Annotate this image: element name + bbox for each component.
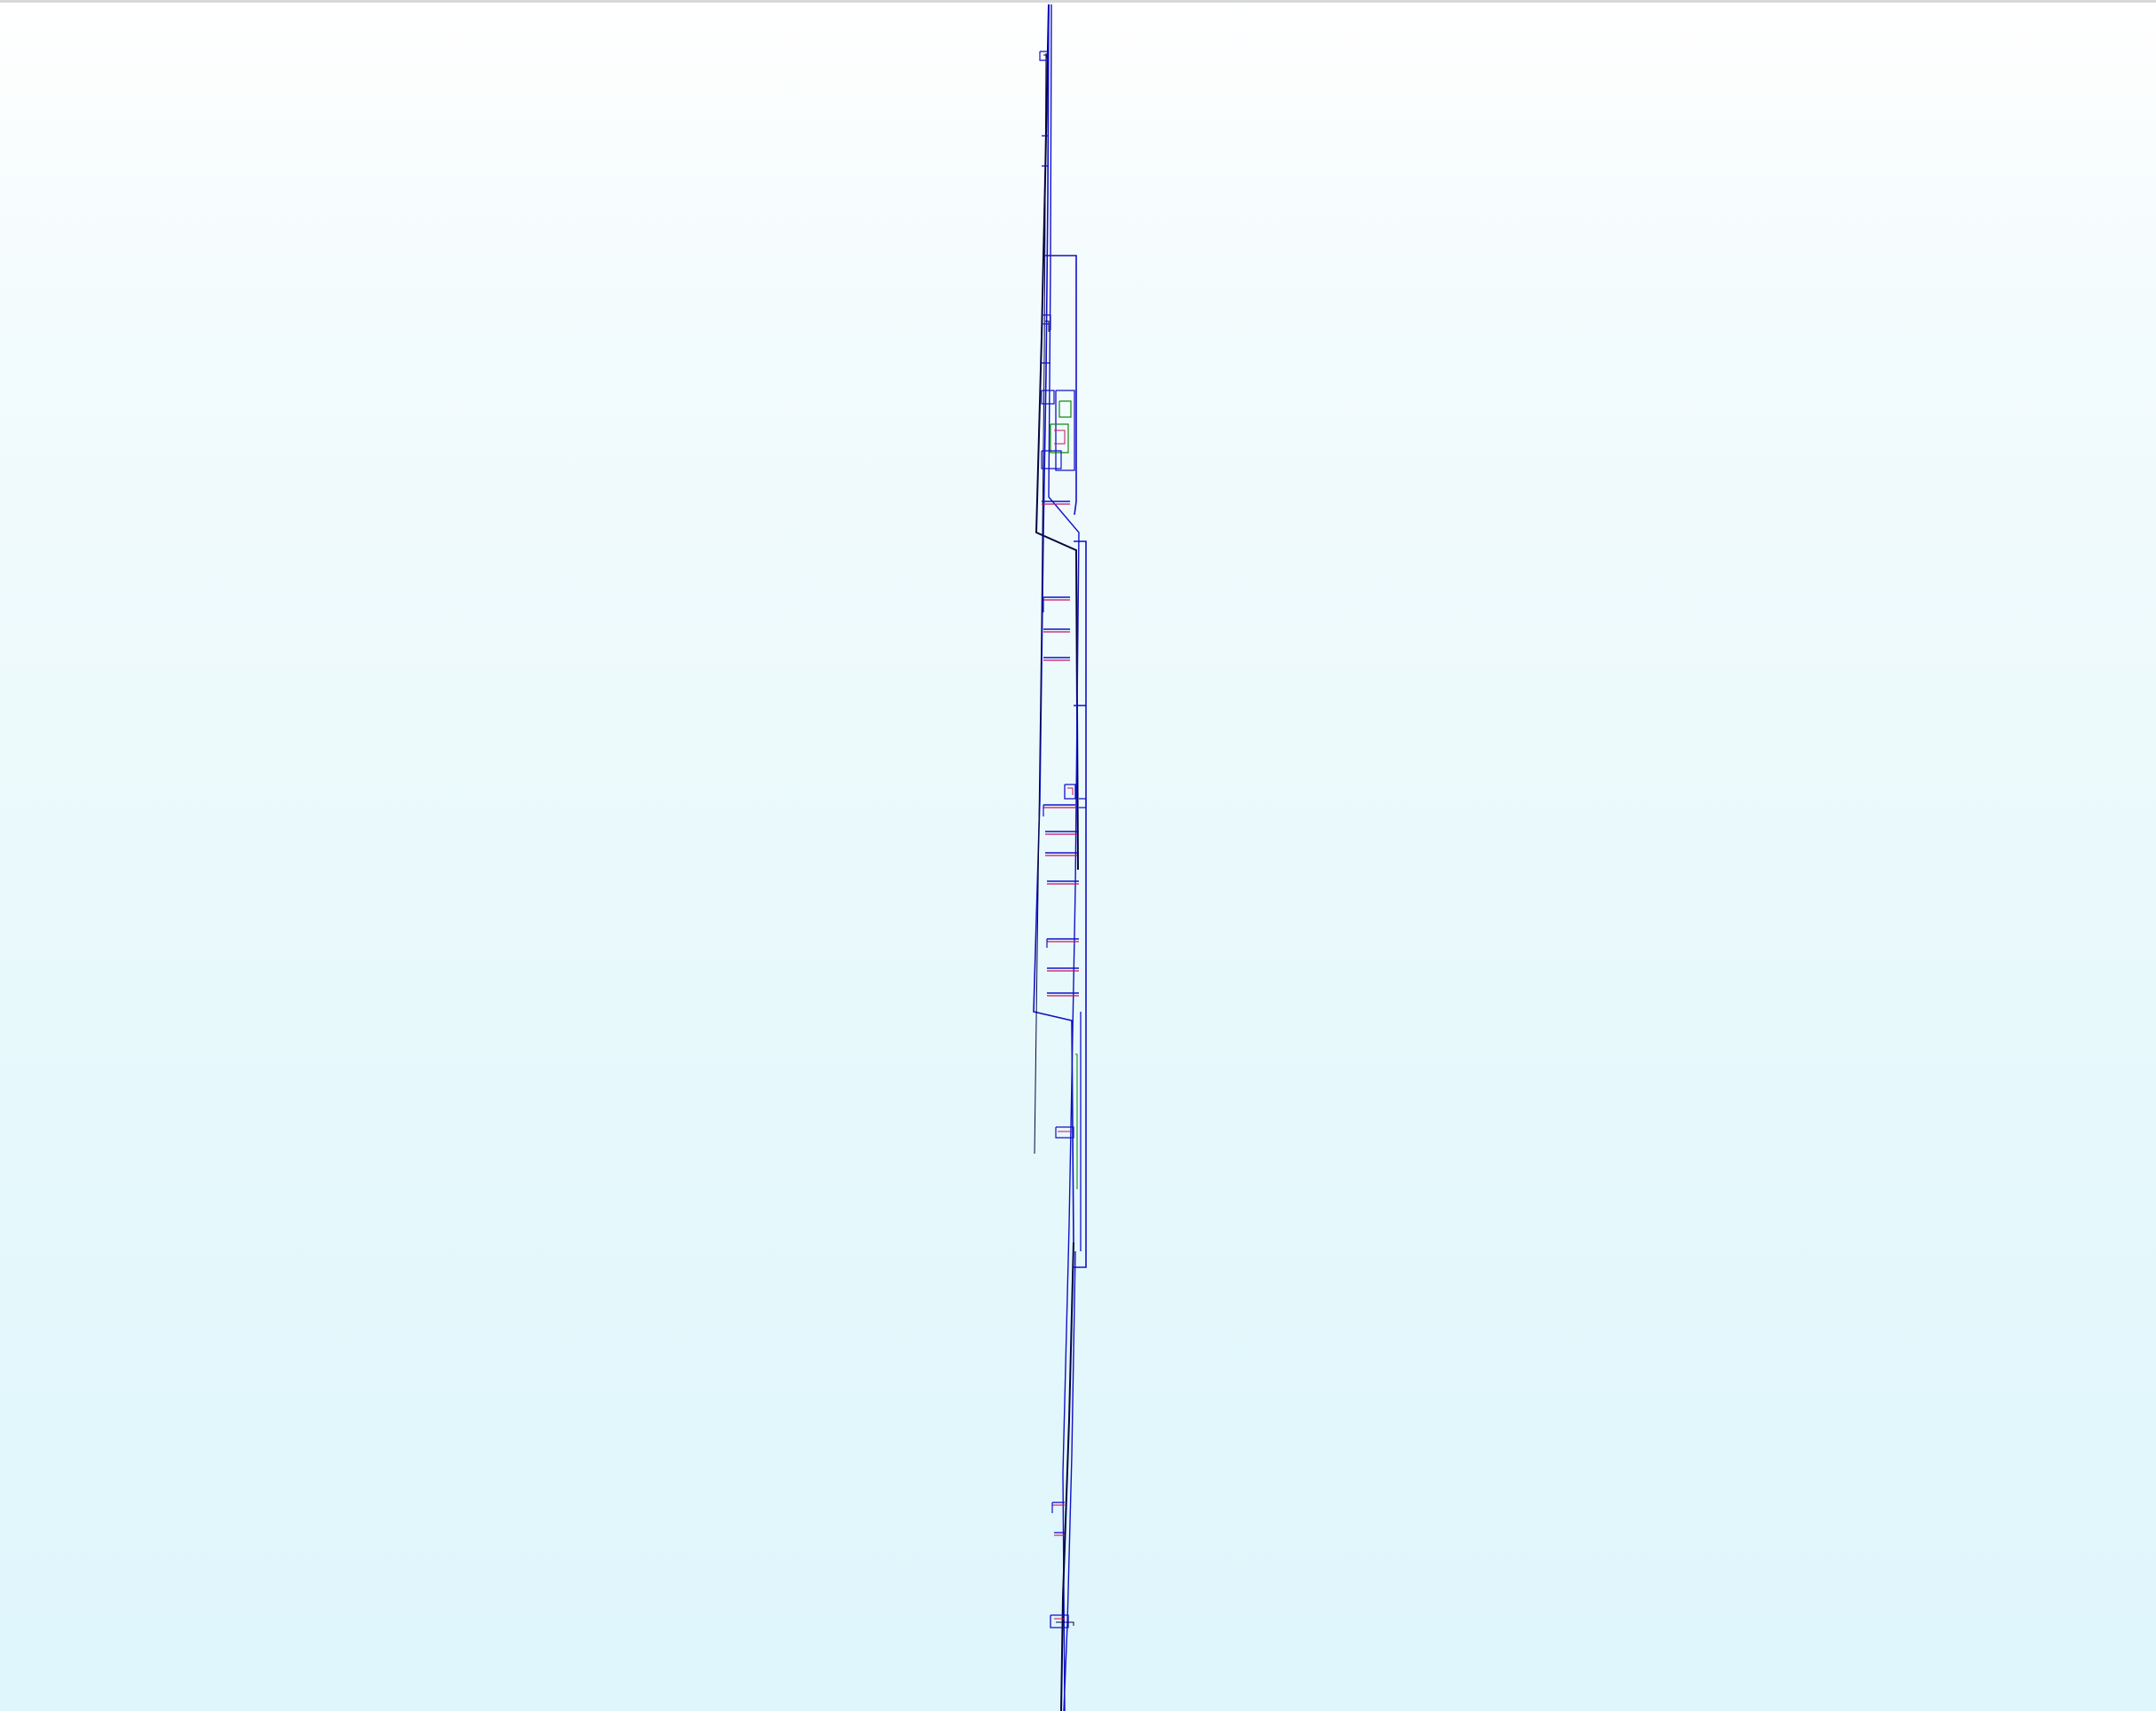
middle-enclosure <box>1055 540 1087 1268</box>
model-spine <box>1033 4 1080 1711</box>
model-tabs <box>1042 135 1079 1536</box>
upper-enclosure <box>1039 51 1077 516</box>
viewport-top-border <box>0 0 2156 3</box>
tab-drops <box>1043 597 1053 1513</box>
bottom-fitting <box>1050 1614 1074 1628</box>
